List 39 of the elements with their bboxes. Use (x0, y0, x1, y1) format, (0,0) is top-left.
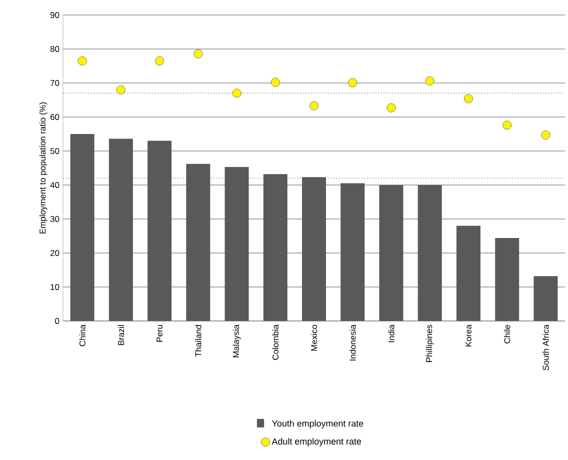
legend-label: Youth employment rate (272, 420, 364, 428)
y-axis-title: Employment to population ratio (%) (39, 102, 48, 234)
point (270, 78, 280, 87)
x-tick-label: Mexico (310, 324, 318, 351)
y-tick-label: 40 (50, 182, 60, 188)
point (232, 88, 242, 98)
y-tick-label: 10 (50, 284, 60, 290)
point (386, 103, 396, 112)
x-tick-label: Indonesia (350, 324, 356, 360)
point (348, 78, 358, 88)
x-tick-label: Brazil (118, 325, 124, 345)
point (154, 56, 164, 66)
y-tick-label: 50 (50, 148, 60, 154)
x-tick-label: Chile (504, 324, 510, 344)
x-tick-label: Korea (466, 324, 472, 346)
y-tick-label: 60 (50, 114, 60, 120)
point (541, 130, 550, 140)
x-tick-label: India (388, 324, 394, 342)
point (464, 94, 474, 104)
legend-label: Adult employment rate (272, 438, 362, 446)
x-tick-label: Malaysia (232, 324, 241, 358)
y-tick-label: 0 (55, 318, 60, 324)
y-tick-label: 90 (50, 12, 60, 18)
x-tick-label: Phillipines (426, 324, 434, 362)
x-tick-label: Colombia (272, 324, 278, 360)
y-tick-label: 20 (50, 250, 60, 256)
point (309, 101, 319, 110)
x-tick-label: China (79, 324, 86, 346)
y-tick-label: 80 (50, 46, 60, 52)
point (116, 85, 126, 94)
x-tick-label: Thailand (195, 325, 202, 357)
point (425, 76, 434, 86)
x-tick-label: South Africa (542, 324, 549, 370)
point (194, 49, 203, 58)
y-tick-label: 70 (50, 80, 60, 86)
point (502, 120, 512, 130)
point (78, 56, 87, 66)
x-tick-label: Peru (156, 325, 162, 342)
y-tick-label: 30 (50, 216, 60, 222)
